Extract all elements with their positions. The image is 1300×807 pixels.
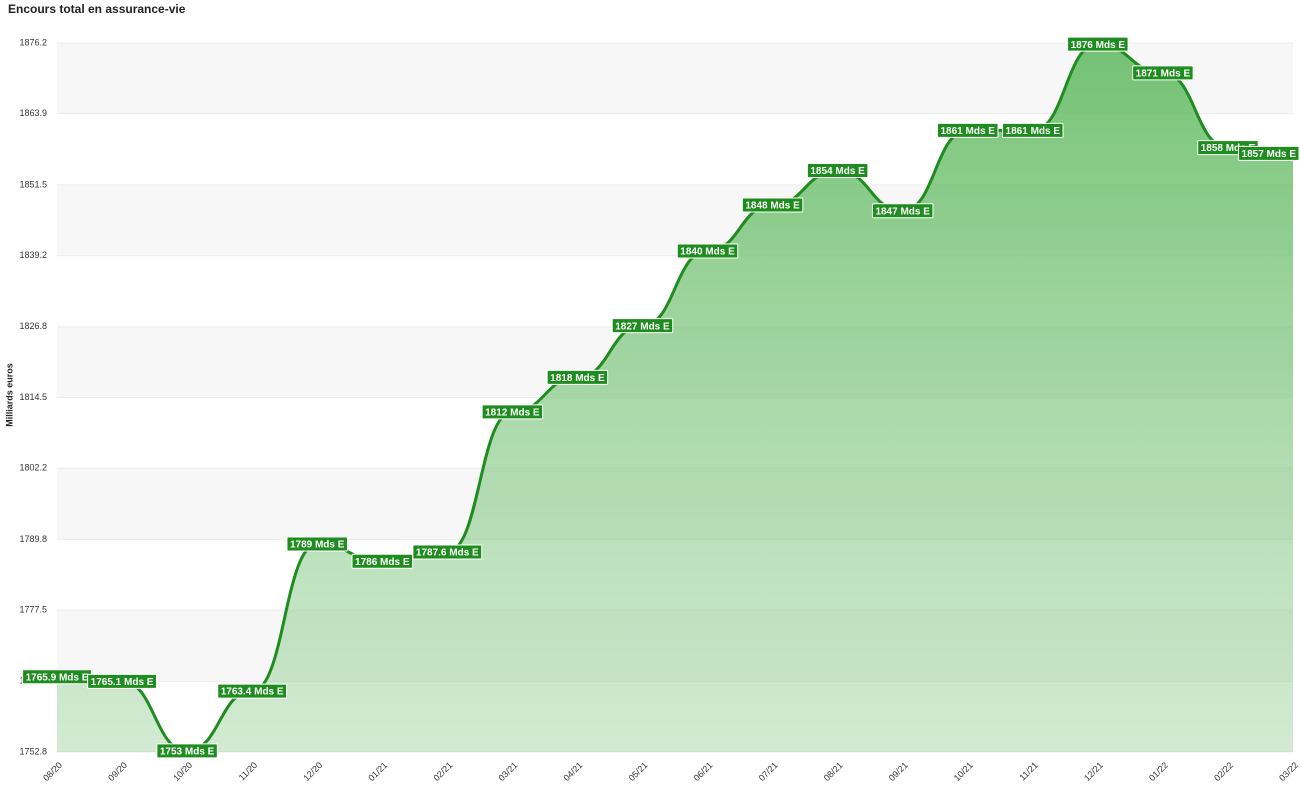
x-tick-label: 05/21 <box>627 760 650 783</box>
data-label-text: 1840 Mds E <box>680 247 735 258</box>
data-label: 1827 Mds E <box>611 318 674 334</box>
y-tick-label: 1863.9 <box>19 108 47 118</box>
y-tick-label: 1814.5 <box>19 392 47 402</box>
data-label-box <box>546 369 609 385</box>
data-label-text: 1857 Mds E <box>1242 149 1297 160</box>
x-tick-label: 11/20 <box>237 760 260 783</box>
data-label: 1857 Mds E <box>1238 145 1300 161</box>
data-label-text: 1753 Mds E <box>160 746 215 757</box>
x-tick-label: 01/21 <box>366 760 389 783</box>
data-label: 1786 Mds E <box>351 553 414 569</box>
x-tick-label: 02/21 <box>431 760 454 783</box>
data-label-text: 1763.4 Mds E <box>221 687 284 698</box>
y-tick-label: 1752.8 <box>19 746 47 756</box>
data-label-box <box>156 743 218 759</box>
data-label-text: 1858 Mds E <box>1201 143 1256 154</box>
data-label-text: 1854 Mds E <box>810 166 865 177</box>
x-tick-label: 03/21 <box>496 760 519 783</box>
y-tick-label: 1839.2 <box>19 250 47 260</box>
data-label: 1765.9 Mds E <box>22 669 92 685</box>
data-label-box <box>871 203 934 219</box>
data-label-text: 1861 Mds E <box>940 126 995 137</box>
data-label: 1789 Mds E <box>286 536 348 552</box>
data-label-box <box>1002 122 1064 138</box>
data-label: 1861 Mds E <box>1002 122 1064 138</box>
data-label-text: 1861 Mds E <box>1006 126 1061 137</box>
data-label-text: 1765.1 Mds E <box>91 677 154 688</box>
data-label: 1871 Mds E <box>1132 65 1194 81</box>
data-label-text: 1827 Mds E <box>615 321 670 332</box>
x-tick-label: 09/20 <box>106 760 129 783</box>
data-label: 1818 Mds E <box>546 369 609 385</box>
area <box>57 44 1293 752</box>
data-label-text: 1786 Mds E <box>355 557 410 568</box>
data-label: 1848 Mds E <box>741 197 804 213</box>
data-label-box <box>412 544 483 560</box>
data-label-box <box>1132 65 1194 81</box>
data-label-text: 1812 Mds E <box>485 408 540 419</box>
data-label-text: 1871 Mds E <box>1136 69 1191 80</box>
data-label: 1763.4 Mds E <box>217 683 288 699</box>
data-label-text: 1847 Mds E <box>875 206 930 217</box>
x-tick-label: 08/20 <box>41 760 64 783</box>
data-label-text: 1818 Mds E <box>550 373 605 384</box>
data-label-box <box>286 536 348 552</box>
x-tick-label: 08/21 <box>822 760 845 783</box>
x-tick-label: 01/22 <box>1147 760 1170 783</box>
data-label-box <box>936 122 999 138</box>
data-label-box <box>87 673 157 689</box>
y-tick-label: 1777.5 <box>19 604 47 614</box>
data-label: 1861 Mds E <box>936 122 999 138</box>
data-label-box <box>806 163 869 179</box>
data-label-text: 1789 Mds E <box>290 540 345 551</box>
y-tick-label: 1876.2 <box>19 37 47 47</box>
data-label-text: 1876 Mds E <box>1071 40 1126 51</box>
chart-title: Encours total en assurance-vie <box>8 2 186 16</box>
y-tick-label: 1826.8 <box>19 321 47 331</box>
data-label-box <box>676 243 739 259</box>
data-label-box <box>741 197 804 213</box>
data-label: 1854 Mds E <box>806 163 869 179</box>
data-label-box <box>1067 36 1129 52</box>
x-tick-label: 10/21 <box>952 760 975 783</box>
data-label: 1753 Mds E <box>156 743 218 759</box>
x-tick-label: 09/21 <box>887 760 910 783</box>
x-tick-label: 12/20 <box>301 760 324 783</box>
y-tick-label: 1851.5 <box>19 179 47 189</box>
data-label-box <box>611 318 674 334</box>
x-tick-label: 07/21 <box>757 760 780 783</box>
x-tick-label: 04/21 <box>562 760 585 783</box>
data-label-text: 1787.6 Mds E <box>416 548 479 559</box>
data-label-text: 1848 Mds E <box>745 201 800 212</box>
data-label: 1812 Mds E <box>481 404 544 420</box>
data-label: 1847 Mds E <box>871 203 934 219</box>
data-label: 1876 Mds E <box>1067 36 1129 52</box>
data-label: 1765.1 Mds E <box>87 673 157 689</box>
x-tick-label: 06/21 <box>692 760 715 783</box>
x-tick-label: 12/21 <box>1082 760 1105 783</box>
data-label-box <box>351 553 414 569</box>
x-tick-label: 11/21 <box>1017 760 1040 783</box>
x-tick-label: 10/20 <box>171 760 194 783</box>
y-tick-label: 1789.8 <box>19 534 47 544</box>
y-axis-label: Milliards euros <box>4 363 14 427</box>
data-label: 1840 Mds E <box>676 243 739 259</box>
data-label-box <box>217 683 288 699</box>
data-label: 1787.6 Mds E <box>412 544 483 560</box>
x-tick-label: 03/22 <box>1277 760 1300 783</box>
data-label-text: 1765.9 Mds E <box>26 672 89 683</box>
data-label-box <box>481 404 544 420</box>
data-label-box <box>1238 145 1300 161</box>
x-tick-label: 02/22 <box>1212 760 1235 783</box>
y-tick-label: 1802.2 <box>19 463 47 473</box>
